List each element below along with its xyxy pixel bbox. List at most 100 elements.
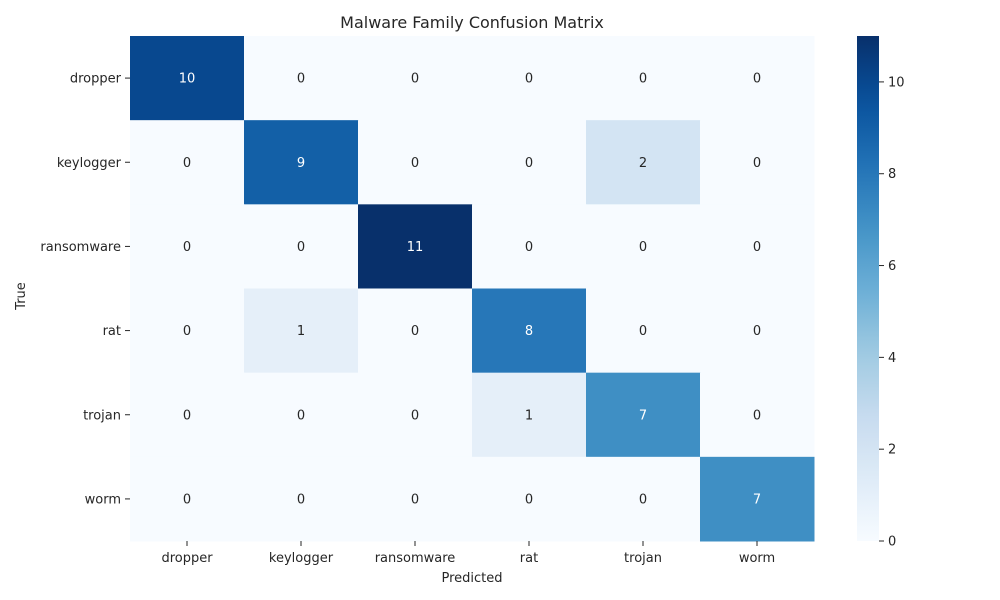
colorbar-tick-label: 0: [888, 535, 896, 550]
cell-value: 0: [297, 240, 305, 255]
cell-value: 11: [407, 240, 424, 255]
heatmap-cell: [700, 204, 815, 289]
heatmap-cell: [472, 288, 587, 374]
cell-value: 0: [297, 408, 305, 423]
heatmap-cell: [472, 120, 587, 205]
heatmap-cell: [358, 36, 473, 121]
cell-value: 0: [753, 72, 761, 87]
y-tick-label: ransomware: [40, 240, 121, 255]
x-tick-label: rat: [520, 551, 538, 566]
cell-value: 1: [525, 408, 533, 423]
heatmap-cell: [700, 456, 815, 542]
chart-title: Malware Family Confusion Matrix: [340, 13, 604, 32]
y-tick-label: dropper: [70, 72, 122, 87]
cell-value: 2: [639, 156, 647, 171]
heatmap-cell: [358, 288, 473, 374]
heatmap-cell: [358, 456, 473, 542]
cell-value: 0: [639, 240, 647, 255]
cell-value: 10: [179, 72, 196, 87]
heatmap-cell: [244, 372, 359, 458]
heatmap-cell: [244, 204, 359, 289]
cell-value: 0: [183, 240, 191, 255]
cell-value: 0: [753, 156, 761, 171]
cell-value: 0: [525, 492, 533, 507]
cell-value: 0: [639, 72, 647, 87]
cell-value: 0: [297, 72, 305, 87]
colorbar-tick-label: 2: [888, 443, 896, 458]
heatmap-cell: [586, 36, 701, 121]
cell-value: 1: [297, 324, 305, 339]
x-axis-ticks: dropper keylogger ransomware rat trojan worm: [161, 541, 775, 566]
x-tick-label: dropper: [161, 551, 213, 566]
y-tick-label: worm: [85, 492, 121, 507]
heatmap-cell: [130, 372, 245, 458]
heatmap-cell: [700, 120, 815, 205]
colorbar-tick-label: 6: [888, 259, 896, 274]
heatmap-cell: [244, 456, 359, 542]
heatmap-cell: [472, 204, 587, 289]
colorbar: [857, 36, 879, 541]
cell-value: 0: [297, 492, 305, 507]
heatmap-cell: [472, 372, 587, 458]
cell-value: 0: [411, 492, 419, 507]
cell-value: 8: [525, 324, 533, 339]
cell-annotations: 10 0 0 0 0 00 9 0 0 2 00 0 11 0 0 00 1 0 8 0 00 0 0 1 7 00 0 0 0 0 7: [179, 72, 761, 508]
cell-value: 0: [639, 324, 647, 339]
heatmap-cell: [472, 456, 587, 542]
cell-value: 0: [525, 156, 533, 171]
heatmap-cell: [586, 372, 701, 458]
cell-value: 0: [753, 240, 761, 255]
heatmap-cell: [358, 120, 473, 205]
heatmap-cell: [472, 36, 587, 121]
heatmap-cell: [700, 288, 815, 374]
heatmap-cell: [244, 288, 359, 374]
cell-value: 7: [639, 408, 647, 423]
cell-value: 0: [183, 408, 191, 423]
cell-value: 7: [753, 492, 761, 507]
heatmap-cell: [586, 120, 701, 205]
cell-value: 0: [753, 408, 761, 423]
heatmap-cell: [130, 120, 245, 205]
x-tick-label: keylogger: [269, 551, 334, 566]
heatmap-cell: [244, 36, 359, 121]
heatmap-cell: [130, 456, 245, 542]
heatmap-cell: [130, 204, 245, 289]
heatmap-cell: [586, 456, 701, 542]
cell-value: 0: [411, 324, 419, 339]
cell-value: 0: [525, 72, 533, 87]
heatmap-cell: [358, 204, 473, 289]
cell-value: 9: [297, 156, 305, 171]
cell-value: 0: [183, 156, 191, 171]
y-axis-ticks: dropper keylogger ransomware rat trojan worm: [40, 72, 130, 507]
x-axis-label: Predicted: [441, 571, 502, 586]
colorbar-tick-label: 4: [888, 351, 896, 366]
cell-value: 0: [411, 72, 419, 87]
heatmap-cell: [130, 288, 245, 374]
cell-value: 0: [411, 156, 419, 171]
heatmap-cell: [700, 372, 815, 458]
y-tick-label: trojan: [83, 408, 121, 423]
cell-value: 0: [411, 408, 419, 423]
x-tick-label: worm: [739, 551, 775, 566]
heatmap-cell: [586, 288, 701, 374]
cell-value: 0: [753, 324, 761, 339]
y-tick-label: keylogger: [57, 156, 122, 171]
colorbar-tick-label: 10: [888, 75, 905, 90]
heatmap-cells: [130, 36, 815, 542]
colorbar-ticks: 0 2 4 6 8 10: [879, 75, 905, 550]
heatmap-cell: [358, 372, 473, 458]
x-tick-label: trojan: [624, 551, 662, 566]
heatmap-cell: [586, 204, 701, 289]
y-axis-label: True: [14, 282, 29, 311]
heatmap-cell: [244, 120, 359, 205]
colorbar-tick-label: 8: [888, 167, 896, 182]
heatmap-cell: [700, 36, 815, 121]
cell-value: 0: [183, 492, 191, 507]
cell-value: 0: [183, 324, 191, 339]
x-tick-label: ransomware: [375, 551, 456, 566]
heatmap-cell: [130, 36, 245, 121]
cell-value: 0: [639, 492, 647, 507]
cell-value: 0: [525, 240, 533, 255]
y-tick-label: rat: [103, 324, 121, 339]
